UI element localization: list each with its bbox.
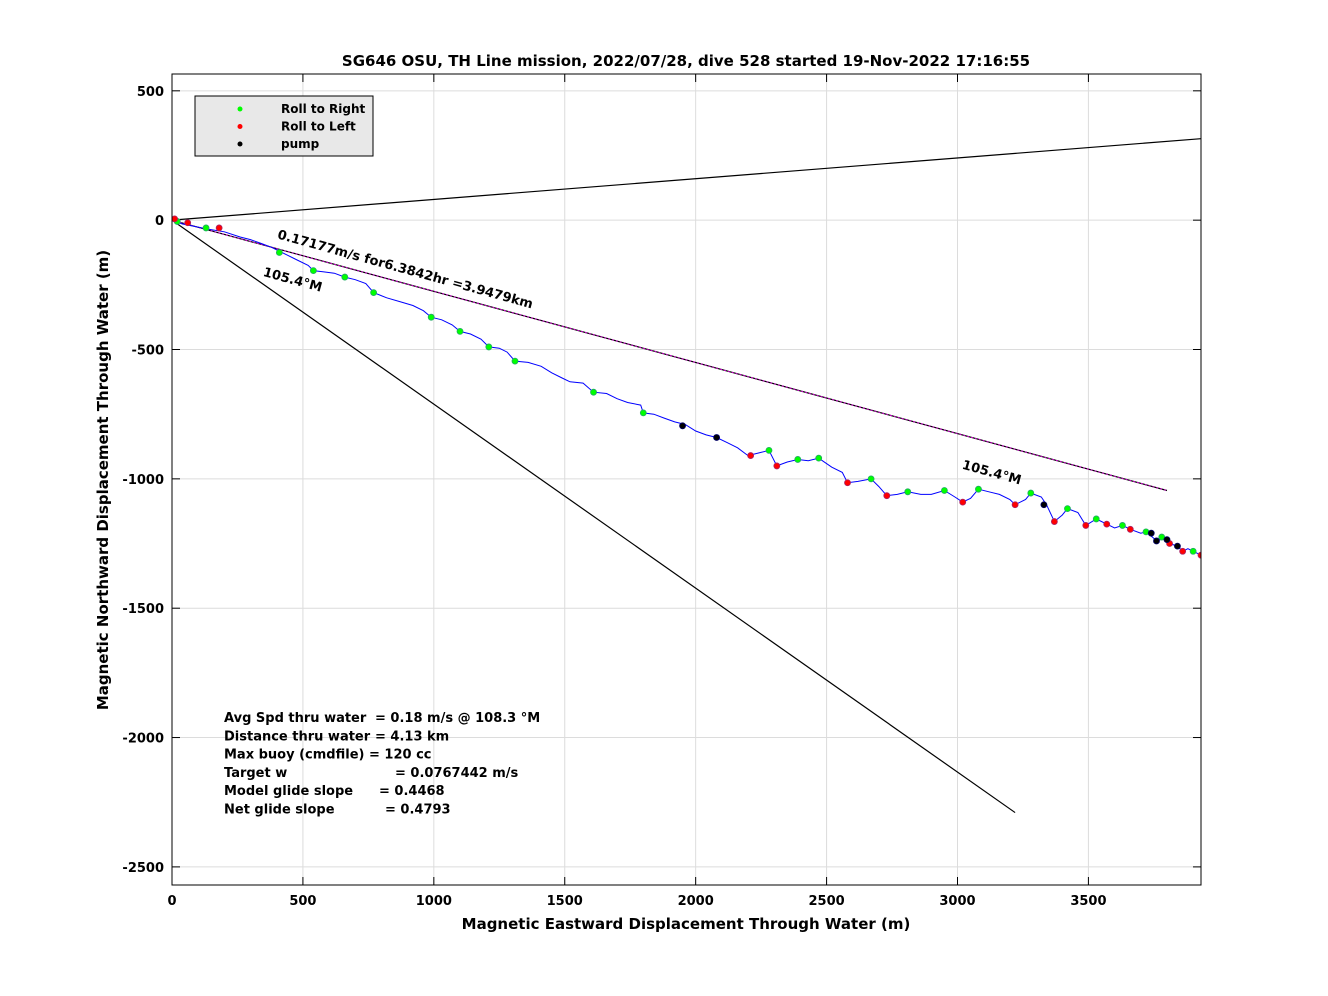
- pump-point: [1153, 537, 1160, 545]
- legend-label: Roll to Right: [281, 102, 366, 116]
- x-tick-label: 2500: [808, 894, 844, 909]
- roll-left-point: [1126, 525, 1134, 533]
- roll-left-point: [184, 219, 192, 227]
- roll-left-point: [1050, 518, 1058, 525]
- pump-point: [1163, 536, 1171, 544]
- roll-right-point: [511, 357, 519, 365]
- roll-left-point: [172, 215, 179, 223]
- y-tick-label: 500: [137, 85, 164, 100]
- legend-marker: [237, 124, 243, 129]
- legend-label: Roll to Left: [281, 120, 356, 134]
- plot-area: [172, 74, 1201, 885]
- stats-value: = 4.13 km: [375, 729, 449, 744]
- roll-right-point: [1092, 515, 1100, 523]
- roll-right-point: [1189, 547, 1197, 555]
- roll-right-point: [309, 267, 317, 275]
- x-tick-label: 1500: [547, 894, 583, 909]
- x-tick-label: 500: [289, 894, 316, 909]
- y-tick-label: -1500: [122, 602, 164, 617]
- chart-title: SG646 OSU, TH Line mission, 2022/07/28, …: [342, 52, 1030, 70]
- roll-right-point: [904, 488, 912, 496]
- roll-right-point: [815, 454, 823, 462]
- stats-label: Net glide slope: [224, 803, 335, 818]
- roll-left-point: [1103, 520, 1111, 528]
- y-tick-label: -2000: [122, 732, 164, 747]
- roll-left-point: [844, 479, 851, 487]
- roll-right-point: [456, 327, 464, 335]
- pump-point: [1174, 542, 1181, 550]
- x-tick-label: 0: [167, 894, 176, 909]
- roll-right-point: [1027, 489, 1035, 497]
- stats-value: = 0.0767442 m/s: [395, 766, 519, 781]
- stats-label: Max buoy (cmdfile): [224, 748, 364, 763]
- roll-right-point: [427, 313, 435, 321]
- roll-right-point: [202, 224, 210, 232]
- y-tick-label: -2500: [122, 861, 164, 876]
- x-tick-label: 3500: [1070, 894, 1106, 909]
- y-axis-label: Magnetic Northward Displacement Through …: [94, 250, 112, 710]
- roll-right-point: [485, 343, 493, 351]
- stats-label: Avg Spd thru water: [224, 711, 367, 726]
- reference-upper-line: [172, 138, 1201, 221]
- roll-right-point: [341, 273, 349, 281]
- roll-left-point: [1179, 547, 1187, 555]
- y-tick-label: -1000: [122, 473, 164, 488]
- roll-left-point: [215, 224, 223, 232]
- roll-right-point: [867, 475, 875, 483]
- pump-point: [1040, 501, 1048, 509]
- roll-right-point: [794, 456, 802, 463]
- legend-marker: [237, 141, 243, 147]
- legend: Roll to Right Roll to Left pump: [194, 95, 374, 157]
- roll-left-point: [1197, 551, 1201, 559]
- roll-right-point: [590, 388, 597, 396]
- roll-left-point: [1082, 522, 1090, 529]
- axes-frame: [171, 73, 1202, 886]
- stats-value: = 0.4468: [379, 784, 445, 799]
- x-tick-label: 3000: [939, 894, 975, 909]
- x-tick-label: 2000: [678, 894, 714, 909]
- roll-right-point: [639, 409, 647, 417]
- roll-left-point: [883, 492, 891, 500]
- x-axis-label: Magnetic Eastward Displacement Through W…: [462, 915, 911, 933]
- current-vector-line: [172, 219, 1168, 492]
- stats-value: = 0.4793: [385, 803, 451, 818]
- roll-left-point: [1011, 501, 1019, 509]
- pump-point: [713, 434, 721, 441]
- reference-lower-line: [172, 219, 1016, 814]
- roll-right-point: [1158, 533, 1166, 541]
- data-layer: [172, 138, 1201, 814]
- roll-right-point: [765, 446, 773, 454]
- roll-left-point: [959, 498, 967, 506]
- roll-right-point: [370, 289, 378, 296]
- stats-value: = 0.18 m/s @ 108.3 °M: [375, 711, 540, 726]
- stats-block: Avg Spd thru water = 0.18 m/s @ 108.3 °M D…: [224, 711, 540, 818]
- y-tick-label: -500: [131, 344, 164, 359]
- roll-right-point: [1119, 522, 1126, 529]
- stats-value: = 120 cc: [369, 748, 432, 763]
- pump-point: [1147, 529, 1155, 537]
- roll-right-point: [275, 249, 283, 256]
- pump-point: [679, 422, 686, 430]
- roll-left-point: [773, 462, 781, 470]
- stats-label: Target w: [224, 766, 287, 781]
- legend-box: [194, 95, 374, 157]
- roll-right-point: [1064, 505, 1071, 513]
- roll-left-point: [747, 452, 755, 459]
- x-tick-label: 1000: [416, 894, 452, 909]
- legend-marker: [237, 106, 243, 112]
- roll-right-point: [975, 485, 982, 493]
- stats-label: Model glide slope: [224, 784, 353, 799]
- stats-label: Distance thru water: [224, 729, 371, 744]
- roll-right-point: [941, 487, 948, 494]
- legend-label: pump: [281, 137, 320, 151]
- y-tick-label: 0: [155, 214, 164, 229]
